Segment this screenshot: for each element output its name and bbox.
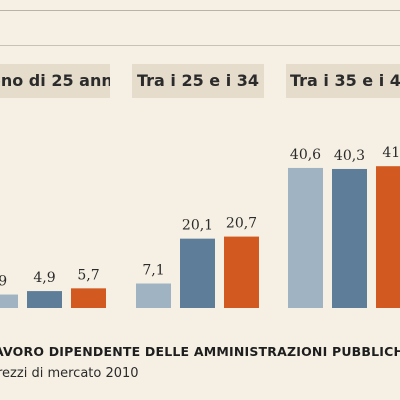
group-label-under-25: eno di 25 anni [0,64,110,98]
group-label-35-49-text: Tra i 35 e i 49 [289,71,400,90]
chart-subtitle: rezzi di mercato 2010 [0,366,139,381]
bar-group3-series1 [288,167,323,308]
group-label-35-49: Tra i 35 e i 49 [286,64,400,98]
bar-group1-series3 [71,288,106,308]
value-label-group3-series3: 41, [382,145,400,161]
group-label-under-25-text: eno di 25 anni [0,71,110,90]
value-label-group3-series2: 40,3 [334,148,365,164]
bar-group2-series1 [136,283,171,308]
value-label-group2-series1: 7,1 [142,263,164,279]
value-label-group3-series1: 40,6 [290,147,321,163]
header-rule [0,45,400,46]
group-label-25-34: Tra i 25 e i 34 [132,64,264,98]
bar-group1-series1 [0,294,18,308]
bar-group2-series2 [180,238,215,308]
value-label-group2-series2: 20,1 [182,218,213,234]
bar-group2-series3 [224,236,259,308]
value-label-group1-series2: 4,9 [33,270,55,286]
value-label-group2-series3: 20,7 [226,216,257,232]
value-label-group1-series3: 5,7 [77,267,99,283]
bar-group3-series3 [376,166,400,308]
bar-group3-series2 [332,168,367,308]
group-label-25-34-text: Tra i 25 e i 34 [136,71,260,90]
chart-title: AVORO DIPENDENTE DELLE AMMINISTRAZIONI P… [0,344,400,359]
top-rule [0,10,400,11]
bar-group1-series2 [27,291,62,308]
bar-chart: ,9 4,9 5,7 7,1 20,1 20,7 40,6 40,3 41, [0,145,400,308]
value-label-group1-series1: ,9 [0,274,7,290]
